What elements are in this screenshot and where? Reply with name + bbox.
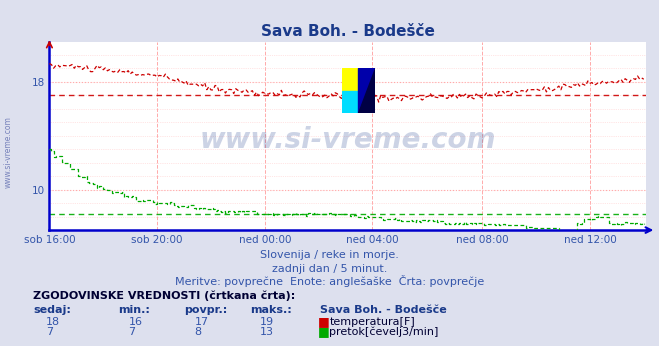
Polygon shape: [358, 68, 374, 113]
Bar: [341, 68, 358, 91]
Text: www.si-vreme.com: www.si-vreme.com: [200, 126, 496, 154]
Text: www.si-vreme.com: www.si-vreme.com: [4, 116, 13, 188]
Text: Slovenija / reke in morje.: Slovenija / reke in morje.: [260, 250, 399, 260]
Text: 16: 16: [129, 317, 142, 327]
Text: zadnji dan / 5 minut.: zadnji dan / 5 minut.: [272, 264, 387, 274]
Text: ■: ■: [318, 325, 330, 338]
Text: 7: 7: [129, 327, 136, 337]
Text: maks.:: maks.:: [250, 305, 292, 315]
Bar: [341, 91, 358, 113]
Text: Sava Boh. - Bodešče: Sava Boh. - Bodešče: [320, 305, 446, 315]
Text: 17: 17: [194, 317, 208, 327]
Text: 13: 13: [260, 327, 274, 337]
Text: 8: 8: [194, 327, 202, 337]
Text: 7: 7: [46, 327, 53, 337]
Text: povpr.:: povpr.:: [185, 305, 228, 315]
Text: ■: ■: [318, 315, 330, 328]
Text: ZGODOVINSKE VREDNOSTI (črtkana črta):: ZGODOVINSKE VREDNOSTI (črtkana črta):: [33, 291, 295, 301]
Text: Meritve: povprečne  Enote: anglešaške  Črta: povprečje: Meritve: povprečne Enote: anglešaške Črt…: [175, 275, 484, 288]
Title: Sava Boh. - Bodešče: Sava Boh. - Bodešče: [261, 24, 434, 39]
Text: sedaj:: sedaj:: [33, 305, 71, 315]
Text: temperatura[F]: temperatura[F]: [330, 317, 415, 327]
Text: pretok[čevelj3/min]: pretok[čevelj3/min]: [330, 326, 439, 337]
Text: 19: 19: [260, 317, 274, 327]
Polygon shape: [358, 68, 374, 113]
Text: 18: 18: [46, 317, 60, 327]
Text: min.:: min.:: [119, 305, 150, 315]
